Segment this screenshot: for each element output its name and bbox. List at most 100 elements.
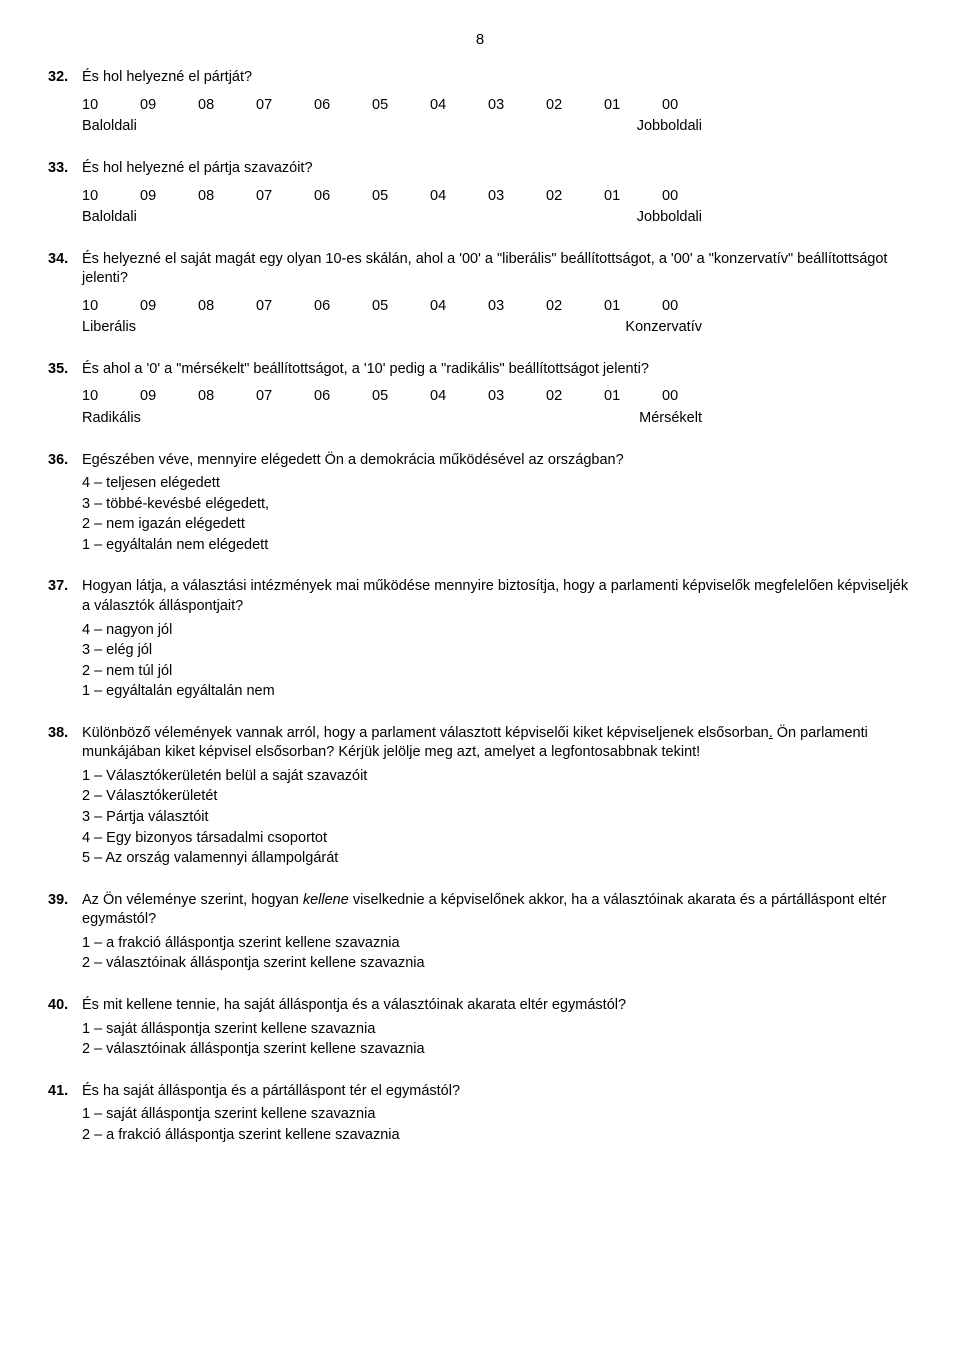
question-40: 40. És mit kellene tennie, ha saját állá… (48, 996, 912, 1060)
question-36: 36. Egészében véve, mennyire elégedett Ö… (48, 451, 912, 556)
q32-left-label: Baloldali (82, 117, 137, 137)
scale-val: 00 (662, 387, 684, 407)
scale-val: 06 (314, 96, 336, 116)
q32-number: 32. (48, 68, 82, 88)
q40-option: 1 – saját álláspontja szerint kellene sz… (82, 1020, 912, 1040)
q41-option: 1 – saját álláspontja szerint kellene sz… (82, 1105, 912, 1125)
q38-option: 3 – Pártja választóit (82, 808, 912, 828)
q37-number: 37. (48, 577, 82, 616)
scale-val: 04 (430, 96, 452, 116)
q37-option: 1 – egyáltalán egyáltalán nem (82, 682, 912, 702)
scale-val: 03 (488, 387, 510, 407)
q38-number: 38. (48, 724, 82, 763)
q39-text: Az Ön véleménye szerint, hogyan kellene … (82, 891, 912, 930)
q39-text-a: Az Ön véleménye szerint, hogyan (82, 892, 303, 908)
q36-option: 2 – nem igazán elégedett (82, 515, 912, 535)
q35-right-label: Mérsékelt (639, 409, 702, 429)
scale-val: 06 (314, 387, 336, 407)
q34-right-label: Konzervatív (625, 318, 702, 338)
q33-right-label: Jobboldali (637, 208, 702, 228)
scale-val: 09 (140, 96, 162, 116)
q35-number: 35. (48, 360, 82, 380)
question-37: 37. Hogyan látja, a választási intézmény… (48, 577, 912, 701)
q33-number: 33. (48, 159, 82, 179)
q38-text-a: Különböző vélemények vannak arról, hogy … (82, 725, 769, 741)
page-number: 8 (48, 30, 912, 50)
q37-option: 3 – elég jól (82, 641, 912, 661)
question-33: 33. És hol helyezné el pártja szavazóit?… (48, 159, 912, 228)
q39-option: 1 – a frakció álláspontja szerint kellen… (82, 934, 912, 954)
q35-left-label: Radikális (82, 409, 141, 429)
q36-option: 4 – teljesen elégedett (82, 474, 912, 494)
question-41: 41. És ha saját álláspontja és a pártáll… (48, 1082, 912, 1146)
scale-val: 05 (372, 297, 394, 317)
q32-text: És hol helyezné el pártját? (82, 68, 912, 88)
question-39: 39. Az Ön véleménye szerint, hogyan kell… (48, 891, 912, 974)
q36-text: Egészében véve, mennyire elégedett Ön a … (82, 451, 912, 471)
scale-val: 01 (604, 387, 626, 407)
q36-option: 3 – többé-kevésbé elégedett, (82, 495, 912, 515)
question-38: 38. Különböző vélemények vannak arról, h… (48, 724, 912, 869)
scale-val: 03 (488, 96, 510, 116)
question-34: 34. És helyezné el saját magát egy olyan… (48, 250, 912, 338)
scale-val: 09 (140, 387, 162, 407)
scale-val: 01 (604, 297, 626, 317)
q34-text: És helyezné el saját magát egy olyan 10-… (82, 250, 912, 289)
scale-val: 10 (82, 96, 104, 116)
scale-val: 08 (198, 187, 220, 207)
scale-val: 05 (372, 387, 394, 407)
scale-val: 03 (488, 187, 510, 207)
q38-option: 1 – Választókerületén belül a saját szav… (82, 767, 912, 787)
q37-option: 4 – nagyon jól (82, 621, 912, 641)
question-35: 35. És ahol a '0' a "mérsékelt" beállíto… (48, 360, 912, 429)
q35-text: És ahol a '0' a "mérsékelt" beállítottsá… (82, 360, 912, 380)
q38-text: Különböző vélemények vannak arról, hogy … (82, 724, 912, 763)
scale-val: 04 (430, 187, 452, 207)
q39-number: 39. (48, 891, 82, 930)
q37-option: 2 – nem túl jól (82, 662, 912, 682)
scale-val: 02 (546, 387, 568, 407)
scale-val: 08 (198, 96, 220, 116)
q39-text-italic: kellene (303, 892, 349, 908)
q32-right-label: Jobboldali (637, 117, 702, 137)
scale-val: 10 (82, 187, 104, 207)
scale-val: 09 (140, 187, 162, 207)
scale-val: 07 (256, 187, 278, 207)
q37-text: Hogyan látja, a választási intézmények m… (82, 577, 912, 616)
scale-val: 00 (662, 187, 684, 207)
q34-left-label: Liberális (82, 318, 136, 338)
q38-option: 4 – Egy bizonyos társadalmi csoportot (82, 829, 912, 849)
q41-number: 41. (48, 1082, 82, 1102)
q36-number: 36. (48, 451, 82, 471)
q33-left-label: Baloldali (82, 208, 137, 228)
q38-option: 2 – Választókerületét (82, 787, 912, 807)
question-32: 32. És hol helyezné el pártját? 10 09 08… (48, 68, 912, 137)
q36-option: 1 – egyáltalán nem elégedett (82, 536, 912, 556)
q41-text: És ha saját álláspontja és a pártálláspo… (82, 1082, 912, 1102)
q35-scale: 10 09 08 07 06 05 04 03 02 01 00 (82, 387, 912, 407)
scale-val: 01 (604, 187, 626, 207)
q32-scale: 10 09 08 07 06 05 04 03 02 01 00 (82, 96, 912, 116)
scale-val: 02 (546, 187, 568, 207)
scale-val: 04 (430, 387, 452, 407)
q40-text: És mit kellene tennie, ha saját álláspon… (82, 996, 912, 1016)
scale-val: 00 (662, 96, 684, 116)
scale-val: 07 (256, 96, 278, 116)
scale-val: 10 (82, 297, 104, 317)
q33-scale: 10 09 08 07 06 05 04 03 02 01 00 (82, 187, 912, 207)
scale-val: 07 (256, 297, 278, 317)
q39-option: 2 – választóinak álláspontja szerint kel… (82, 954, 912, 974)
q38-option: 5 – Az ország valamennyi állampolgárát (82, 849, 912, 869)
q33-text: És hol helyezné el pártja szavazóit? (82, 159, 912, 179)
scale-val: 02 (546, 96, 568, 116)
scale-val: 08 (198, 297, 220, 317)
scale-val: 06 (314, 297, 336, 317)
scale-val: 00 (662, 297, 684, 317)
scale-val: 05 (372, 187, 394, 207)
scale-val: 10 (82, 387, 104, 407)
scale-val: 07 (256, 387, 278, 407)
q41-option: 2 – a frakció álláspontja szerint kellen… (82, 1126, 912, 1146)
q40-option: 2 – választóinak álláspontja szerint kel… (82, 1040, 912, 1060)
scale-val: 02 (546, 297, 568, 317)
scale-val: 09 (140, 297, 162, 317)
